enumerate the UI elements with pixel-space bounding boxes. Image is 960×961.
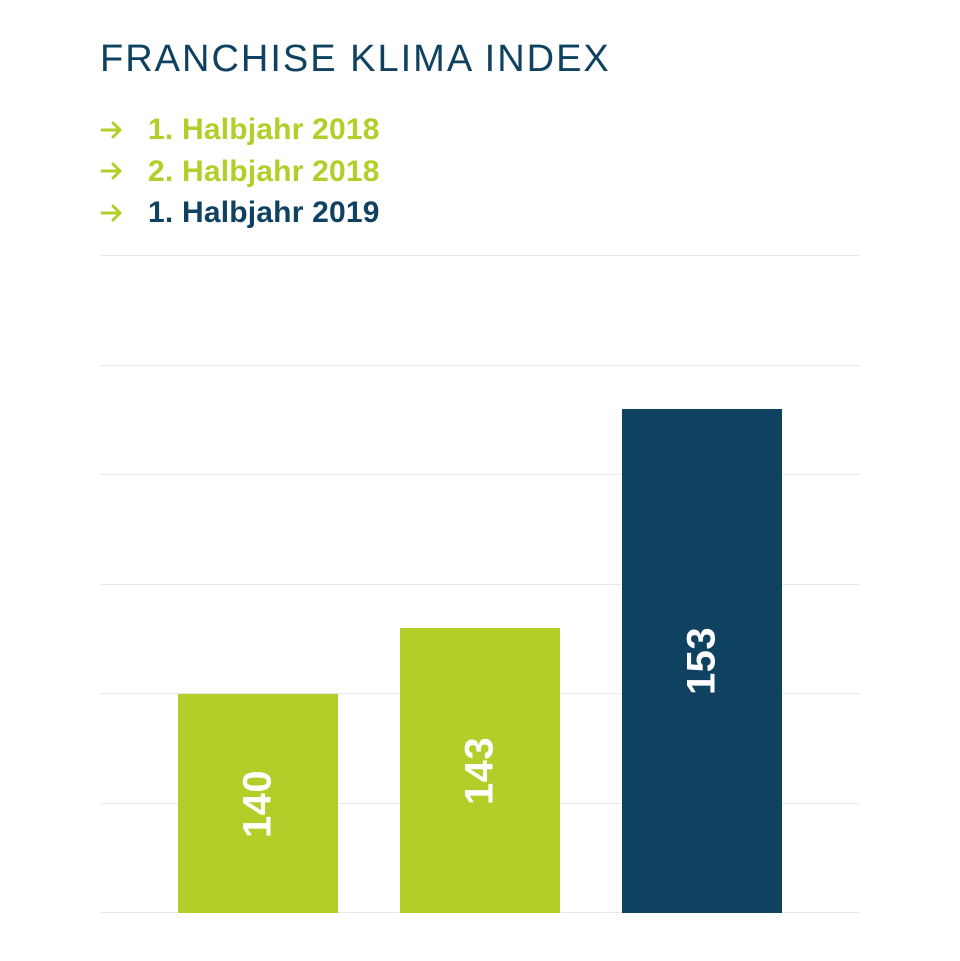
arrow-right-icon-svg (100, 118, 124, 142)
arrow-right-icon-svg (100, 159, 124, 183)
legend-label: 1. Halbjahr 2018 (148, 111, 380, 149)
legend: 1. Halbjahr 2018 2. Halbjahr 2018 (100, 111, 870, 232)
bar-value-label: 153 (680, 627, 725, 695)
plot-area: 140 143 153 (100, 256, 860, 913)
bar: 153 (622, 409, 782, 913)
arrow-right-icon-svg (100, 201, 124, 225)
legend-label: 2. Halbjahr 2018 (148, 153, 380, 191)
legend-item: 1. Halbjahr 2018 (100, 111, 870, 149)
bar-chart: 140 143 153 (100, 256, 860, 913)
page-title: FRANCHISE KLIMA INDEX (100, 38, 870, 81)
legend-item: 2. Halbjahr 2018 (100, 153, 870, 191)
bars-container: 140 143 153 (100, 256, 860, 913)
bar-value-label: 140 (236, 770, 281, 838)
legend-item: 1. Halbjahr 2019 (100, 194, 870, 232)
bar-value-label: 143 (458, 737, 503, 805)
bar: 143 (400, 628, 560, 913)
bar: 140 (178, 694, 338, 913)
legend-label: 1. Halbjahr 2019 (148, 194, 380, 232)
arrow-right-icon (100, 201, 124, 225)
arrow-right-icon (100, 118, 124, 142)
arrow-right-icon (100, 159, 124, 183)
